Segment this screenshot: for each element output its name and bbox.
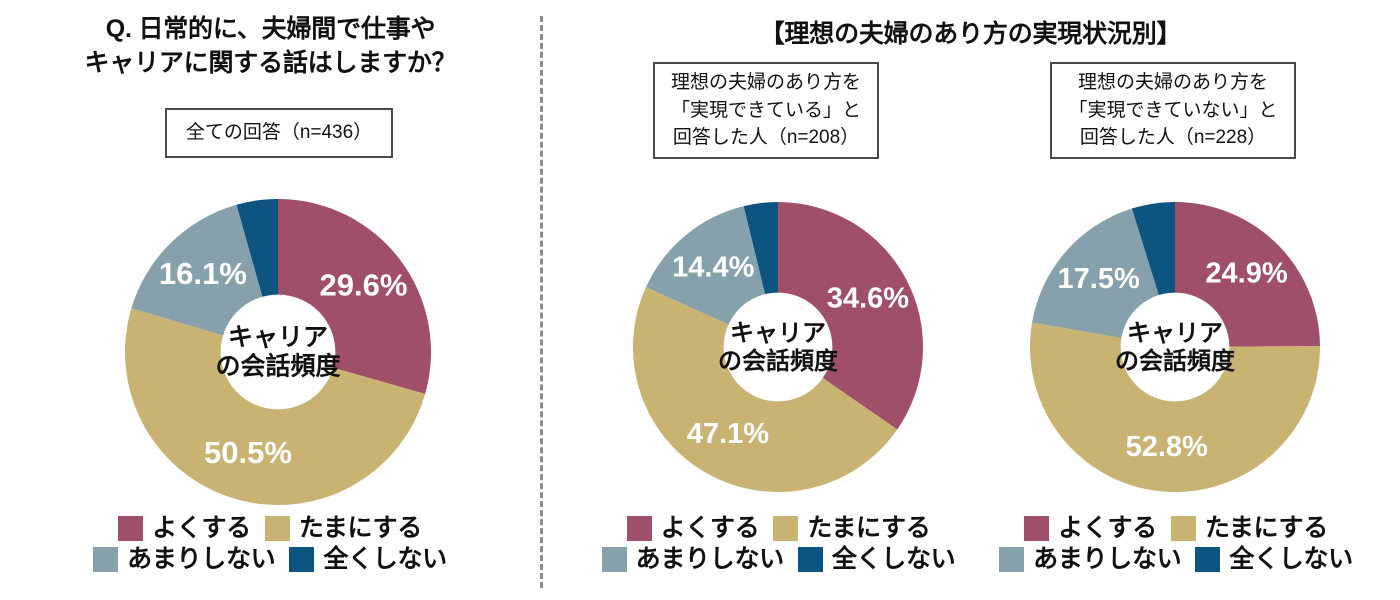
legend-item[interactable]: 全くしない xyxy=(1195,547,1353,572)
legend-item-label: たまにする xyxy=(1204,514,1328,542)
slice-value-label: 16.1% xyxy=(159,256,247,291)
legend-item[interactable]: あまりしない xyxy=(999,545,1182,573)
group-title: 【理想の夫婦のあり方の実現状況別】 xyxy=(541,14,1400,50)
page-title-line-1: Q. 日常的に、夫婦間で仕事や xyxy=(105,15,436,43)
legend-swatch-icon xyxy=(797,547,823,572)
legend-item-label: よくする xyxy=(660,514,760,542)
slice-value-label: 50.5% xyxy=(204,435,292,470)
legend-swatch-icon xyxy=(626,516,652,541)
sample-size-achieved-line-2: 「実現できている」と xyxy=(670,99,861,121)
donut-center-hole xyxy=(723,292,833,402)
donut-chart-all-svg: 29.6%50.5%16.1%4.4%キャリアの会話頻度 xyxy=(125,199,431,505)
donut-center-hole xyxy=(1120,292,1230,402)
legend-item[interactable]: あまりしない xyxy=(93,545,276,573)
slice-value-label: 29.6% xyxy=(320,268,408,303)
page-title-line-2: キャリアに関する話はしますか？ xyxy=(84,49,457,77)
legend-item-label: 全くしない xyxy=(1229,545,1353,573)
legend-item[interactable]: 全くしない xyxy=(797,545,956,573)
donut-chart-not-achieved: 24.9%52.8%17.5%4.8%キャリアの会話頻度 xyxy=(1030,202,1320,492)
sample-size-text-all: 全ての回答（n=436） xyxy=(185,122,373,144)
legend-swatch-icon xyxy=(999,547,1025,572)
slice-value-label: 14.4% xyxy=(672,251,754,283)
sample-size-not-achieved-line-1: 理想の夫婦のあり方を xyxy=(1077,71,1268,93)
legend-swatch-icon xyxy=(289,547,315,572)
donut-center-label-line-1: キャリア xyxy=(730,320,826,347)
donut-chart-achieved: 34.6%47.1%14.4%3.8%キャリアの会話頻度 xyxy=(633,202,923,492)
donut-center-label-line-1: キャリア xyxy=(228,324,328,352)
legend-item-label: あまりしない xyxy=(1033,545,1182,573)
slice-value-label: 47.1% xyxy=(687,418,769,450)
legend-swatch-icon xyxy=(264,516,290,541)
legend-item-label: たまにする xyxy=(298,514,422,542)
page-title: Q. 日常的に、夫婦間で仕事や キャリアに関する話はしますか？ xyxy=(0,12,541,80)
legend-item-label: あまりしない xyxy=(127,545,276,573)
legend-item[interactable]: よくする xyxy=(1024,516,1157,541)
legend-item[interactable]: よくする xyxy=(118,516,251,541)
legend-swatch-icon xyxy=(118,516,144,541)
donut-center-label-line-2: の会話頻度 xyxy=(1115,347,1236,375)
donut-chart-not-achieved-svg: 24.9%52.8%17.5%4.8%キャリアの会話頻度 xyxy=(1030,202,1320,492)
sample-size-box-not-achieved: 理想の夫婦のあり方を 「実現できていない」と 回答した人（n=228） xyxy=(1050,62,1296,159)
sample-size-achieved-line-3: 回答した人（n=208） xyxy=(672,127,860,149)
sample-size-not-achieved-line-3: 回答した人（n=228） xyxy=(1079,127,1267,149)
legend-swatch-icon xyxy=(773,516,799,541)
legend-swatch-icon xyxy=(1170,516,1196,541)
legend-item-label: よくする xyxy=(1058,514,1157,542)
legend-item-label: たまにする xyxy=(807,514,931,542)
legend-item-label: 全くしない xyxy=(831,545,956,573)
sample-size-achieved-line-1: 理想の夫婦のあり方を xyxy=(670,71,861,93)
legend-item-label: あまりしない xyxy=(635,545,785,573)
legend-item-label: よくする xyxy=(152,514,251,542)
sample-size-box-all: 全ての回答（n=436） xyxy=(165,108,393,158)
donut-chart-achieved-svg: 34.6%47.1%14.4%3.8%キャリアの会話頻度 xyxy=(633,202,923,492)
legend-item-label: 全くしない xyxy=(323,545,447,573)
legend-swatch-icon xyxy=(601,547,627,572)
slice-value-label: 52.8% xyxy=(1126,431,1208,463)
sample-size-not-achieved-line-2: 「実現できていない」と xyxy=(1068,99,1278,121)
group-title-text: 【理想の夫婦のあり方の実現状況別】 xyxy=(759,20,1182,48)
sample-size-box-achieved: 理想の夫婦のあり方を 「実現できている」と 回答した人（n=208） xyxy=(653,62,879,159)
donut-chart-all: 29.6%50.5%16.1%4.4%キャリアの会話頻度 xyxy=(125,199,431,505)
donut-center-label-line-2: の会話頻度 xyxy=(718,347,839,375)
slice-value-label: 24.9% xyxy=(1205,258,1287,290)
pie-slice xyxy=(778,202,923,430)
pie-slice xyxy=(1030,322,1320,492)
legend-swatch-icon xyxy=(93,547,119,572)
legend-achieved: よくする たまにする あまりしない 全くしない xyxy=(601,516,956,572)
legend-item[interactable]: あまりしない xyxy=(601,545,785,573)
legend-item[interactable]: よくする xyxy=(626,514,760,542)
legend-swatch-icon xyxy=(1195,547,1221,572)
legend-item[interactable]: たまにする xyxy=(264,514,422,542)
legend-not-achieved: よくする たまにする あまりしない 全くしない xyxy=(996,516,1356,572)
legend-swatch-icon xyxy=(1024,516,1050,541)
left-panel: Q. 日常的に、夫婦間で仕事や キャリアに関する話はしますか？ 全ての回答（n=… xyxy=(0,0,541,600)
donut-center-label-line-1: キャリア xyxy=(1127,320,1223,347)
panel-divider xyxy=(540,16,543,588)
legend-item[interactable]: たまにする xyxy=(1170,514,1328,542)
donut-center-label: キャリアの会話頻度 xyxy=(1115,320,1236,375)
legend-item[interactable]: 全くしない xyxy=(289,547,447,572)
legend-item[interactable]: たまにする xyxy=(773,514,931,542)
right-panel: 【理想の夫婦のあり方の実現状況別】 理想の夫婦のあり方を 「実現できている」と … xyxy=(541,0,1400,600)
legend-all: よくする たまにする あまりしない 全くしない xyxy=(90,516,450,572)
donut-center-label-line-2: の会話頻度 xyxy=(215,352,340,381)
slice-value-label: 34.6% xyxy=(827,283,909,315)
donut-center-label: キャリアの会話頻度 xyxy=(718,320,839,375)
donut-center-hole xyxy=(220,294,336,410)
slice-value-label: 17.5% xyxy=(1058,263,1140,295)
donut-center-label: キャリアの会話頻度 xyxy=(215,324,340,381)
